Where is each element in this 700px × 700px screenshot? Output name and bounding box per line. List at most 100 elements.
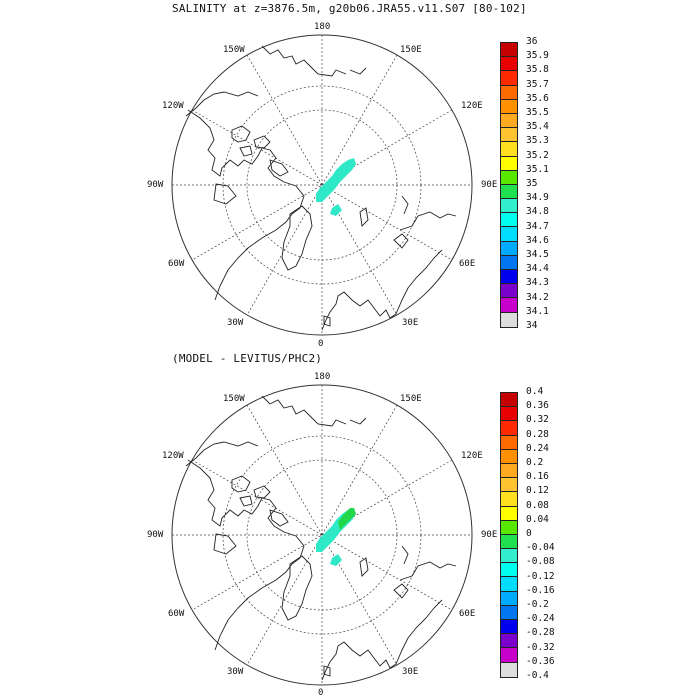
bottom-coast-canadian-islands <box>213 475 289 555</box>
bottom-coastlines <box>185 395 457 681</box>
bottom-colorbar-swatch <box>501 662 517 677</box>
bottom-colorbar-swatch <box>501 591 517 606</box>
bottom-coast-alaska <box>185 441 259 467</box>
bottom-label-60w: 60W <box>168 609 185 619</box>
top-colorbar-swatch <box>501 128 517 143</box>
bottom-colorbar-swatch <box>501 478 517 493</box>
bottom-colorbar-swatch <box>501 549 517 564</box>
top-colorbar-swatch <box>501 156 517 171</box>
bottom-colorbar-swatch <box>501 393 517 408</box>
bottom-label-30w: 30W <box>227 667 244 677</box>
top-colorbar-swatch <box>501 241 517 256</box>
top-coast-iceland <box>323 315 331 327</box>
top-coast-canadian-islands <box>213 125 289 205</box>
top-salinity-field <box>316 158 356 216</box>
bottom-colorbar-label: 0.36 <box>526 400 549 412</box>
top-colorbar-label: 35.3 <box>526 135 549 147</box>
bottom-colorbar-swatch <box>501 492 517 507</box>
top-coastlines <box>185 45 457 331</box>
bottom-label-180: 180 <box>314 372 331 382</box>
bottom-colorbar-label: 0.04 <box>526 513 549 525</box>
bottom-colorbar-swatch <box>501 435 517 450</box>
bottom-colorbar-label: -0.4 <box>526 670 549 681</box>
top-colorbar-swatch <box>501 99 517 114</box>
top-coast-eurasia-north <box>359 195 457 249</box>
top-ridge-blob-main <box>316 158 356 202</box>
top-colorbar-swatch <box>501 85 517 100</box>
top-colorbar-label: 35.1 <box>526 163 549 175</box>
top-colorbar-label: 34.9 <box>526 192 549 204</box>
top-coast-north-america <box>187 109 305 301</box>
bottom-coast-europe <box>321 599 443 681</box>
bottom-colorbar-swatch <box>501 534 517 550</box>
bottom-colorbar <box>500 392 518 678</box>
top-colorbar-swatch <box>501 227 517 242</box>
top-colorbar-swatch <box>501 298 517 313</box>
bottom-colorbar-label: -0.24 <box>526 613 555 625</box>
top-colorbar-label: 34.4 <box>526 263 549 275</box>
top-coast-alaska <box>185 91 259 117</box>
bottom-colorbar-swatch <box>501 463 517 479</box>
top-colorbar-label: 34.5 <box>526 249 549 260</box>
top-colorbar-label: 34.7 <box>526 220 549 232</box>
top-colorbar-label: 35.8 <box>526 64 549 76</box>
top-colorbar-label: 35.4 <box>526 121 549 133</box>
top-label-90w: 90W <box>147 180 164 190</box>
top-colorbar-swatch <box>501 284 517 299</box>
top-coast-europe <box>321 249 443 331</box>
top-panel-title: SALINITY at z=3876.5m, g20b06.JRA55.v11.… <box>172 2 527 15</box>
top-colorbar-label: 34.1 <box>526 305 549 317</box>
top-label-90e: 90E <box>481 180 498 190</box>
bottom-colorbar-swatch <box>501 506 517 521</box>
bottom-colorbar-swatch <box>501 634 517 649</box>
bottom-colorbar-label: -0.08 <box>526 556 555 568</box>
top-colorbar-label: 36 <box>526 36 538 47</box>
top-colorbar-swatch <box>501 142 517 157</box>
bottom-colorbar-label: 0.12 <box>526 485 549 497</box>
top-label-60e: 60E <box>459 259 476 269</box>
bottom-colorbar-swatch <box>501 449 517 464</box>
bottom-colorbar-label: -0.28 <box>526 627 555 639</box>
bottom-coast-eurasia-north <box>359 545 457 599</box>
top-colorbar-label: 35 <box>526 178 538 189</box>
bottom-label-120e: 120E <box>461 451 483 461</box>
bottom-colorbar-label: -0.12 <box>526 570 555 582</box>
bottom-colorbar-swatch <box>501 648 517 663</box>
bottom-colorbar-label: -0.16 <box>526 584 555 596</box>
bottom-colorbar-label: -0.32 <box>526 641 555 653</box>
top-colorbar-label: 35.7 <box>526 78 549 90</box>
top-colorbar-swatch <box>501 113 517 129</box>
top-label-0: 0 <box>318 339 324 349</box>
bottom-colorbar-swatches <box>500 392 518 678</box>
top-colorbar-swatch <box>501 312 517 327</box>
bottom-colorbar-label: 0.16 <box>526 471 549 483</box>
top-colorbar-swatch <box>501 255 517 270</box>
bottom-label-150e: 150E <box>400 394 422 404</box>
top-colorbar-label: 35.9 <box>526 50 549 62</box>
top-label-60w: 60W <box>168 259 185 269</box>
top-label-150w: 150W <box>223 45 245 55</box>
top-colorbar-swatch <box>501 170 517 185</box>
top-colorbar-swatch <box>501 270 517 285</box>
top-label-180: 180 <box>314 22 331 32</box>
bottom-ridge-blob-green <box>338 508 356 530</box>
top-ridge-blob-small <box>330 204 342 216</box>
bottom-colorbar-label: 0.24 <box>526 442 549 454</box>
top-coast-greenland <box>281 205 313 271</box>
bottom-colorbar-swatch <box>501 577 517 592</box>
top-colorbar <box>500 42 518 328</box>
top-colorbar-label: 34.3 <box>526 277 549 289</box>
bottom-difference-field <box>316 508 356 566</box>
bottom-colorbar-swatch <box>501 605 517 620</box>
bottom-colorbar-label: 0.28 <box>526 428 549 440</box>
bottom-colorbar-swatch <box>501 407 517 422</box>
bottom-coast-north-america <box>187 459 305 651</box>
top-colorbar-label: 34.8 <box>526 206 549 218</box>
bottom-colorbar-swatch <box>501 620 517 635</box>
bottom-colorbar-label: 0.2 <box>526 457 544 468</box>
top-colorbar-swatch <box>501 199 517 214</box>
bottom-graticule <box>172 385 472 685</box>
bottom-colorbar-swatch <box>501 563 517 578</box>
bottom-colorbar-label: 0.32 <box>526 414 549 426</box>
